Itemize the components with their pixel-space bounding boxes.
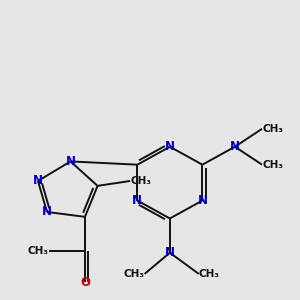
Text: CH₃: CH₃: [130, 176, 151, 186]
Text: N: N: [165, 246, 175, 259]
Text: CH₃: CH₃: [262, 124, 283, 134]
Text: N: N: [165, 140, 175, 153]
Text: O: O: [80, 276, 90, 289]
Text: N: N: [65, 155, 76, 168]
Text: N: N: [33, 175, 43, 188]
Text: N: N: [197, 194, 207, 207]
Text: CH₃: CH₃: [28, 246, 49, 256]
Text: CH₃: CH₃: [262, 160, 283, 170]
Text: N: N: [230, 140, 240, 153]
Text: CH₃: CH₃: [124, 269, 145, 279]
Text: N: N: [132, 194, 142, 207]
Text: N: N: [42, 206, 52, 218]
Text: CH₃: CH₃: [199, 269, 220, 279]
